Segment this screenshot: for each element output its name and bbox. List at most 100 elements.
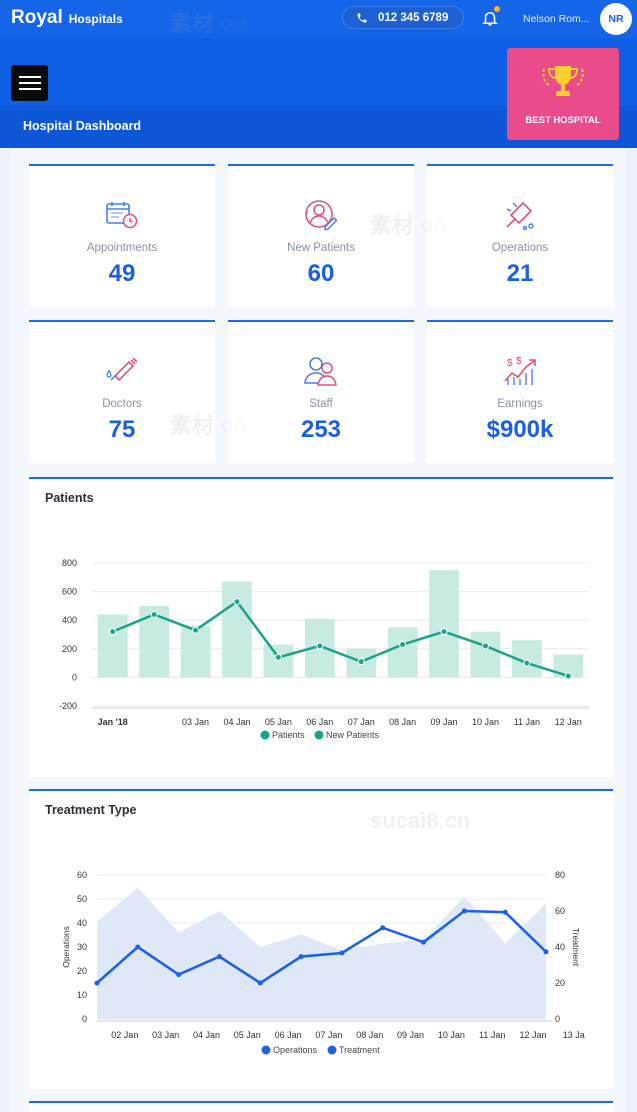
legend-marker-new-patients (314, 730, 324, 740)
brand-logo[interactable]: Royal Hospitals (11, 7, 123, 29)
menu-line-icon (18, 88, 41, 90)
bar-patients (429, 570, 459, 678)
stat-label: New Patients (287, 242, 355, 254)
user-name[interactable]: Nelson Rom... (523, 13, 590, 25)
point-operations (176, 972, 182, 978)
svg-text:$: $ (507, 358, 513, 369)
x-tick-label: 09 Jan (431, 717, 458, 727)
phone-icon (357, 13, 367, 22)
point-operations (421, 939, 427, 945)
menu-line-icon (18, 82, 41, 84)
y-tick-label: -200 (59, 701, 77, 711)
syringe-icon (106, 357, 138, 382)
stat-card-earnings[interactable]: $ $ Earnings $900k (427, 320, 613, 463)
best-hospital-badge[interactable]: BEST HOSPITAL (507, 48, 619, 140)
treatment-chart-card: Treatment Type 60 50 40 30 20 10 0 80 60 40 20 0 Ope… (29, 789, 613, 1089)
y-left-tick-label: 20 (77, 966, 87, 976)
point-new-patients (440, 628, 448, 636)
best-hospital-label: BEST HOSPITAL (525, 115, 601, 126)
y-tick-label: 800 (62, 558, 77, 568)
trophy-icon (542, 66, 584, 96)
point-operations (298, 954, 304, 960)
bar-patients (263, 644, 294, 678)
y-left-tick-label: 10 (77, 990, 87, 1000)
point-operations (135, 944, 141, 950)
x-tick-label: Jan '18 (98, 717, 128, 727)
y-right-axis-title: Treatment (571, 928, 581, 967)
x-tick-label: 08 Jan (356, 1030, 383, 1040)
x-tick-label: 05 Jan (234, 1030, 261, 1040)
stat-value: 75 (108, 416, 136, 443)
legend-marker-patients (260, 730, 270, 740)
y-left-tick-label: 40 (77, 918, 87, 928)
bar-patients (180, 625, 211, 678)
x-tick-label: 09 Jan (397, 1030, 424, 1040)
y-right-tick-label: 60 (555, 906, 565, 916)
legend-label-new-patients: New Patients (326, 730, 380, 740)
x-tick-label: 05 Jan (265, 717, 292, 727)
x-tick-label: 04 Jan (223, 717, 250, 727)
point-operations (461, 908, 467, 914)
y-left-tick-label: 30 (77, 942, 87, 952)
point-operations (94, 980, 100, 986)
y-right-tick-label: 80 (555, 870, 565, 880)
stat-label: Appointments (86, 242, 158, 254)
point-new-patients (357, 658, 365, 666)
notification-dot (494, 6, 500, 12)
stat-label: Earnings (497, 398, 543, 410)
brand-name: Royal (11, 7, 63, 28)
stat-value: $900k (486, 416, 554, 443)
stat-card-new-patients[interactable]: New Patients 60 (228, 164, 414, 307)
point-new-patients (481, 642, 489, 650)
stat-card-operations[interactable]: Operations 21 (427, 164, 613, 307)
bar-patients (387, 627, 418, 678)
point-new-patients (316, 642, 324, 650)
y-tick-label: 400 (62, 615, 77, 625)
point-new-patients (192, 626, 200, 634)
bell-icon[interactable] (481, 8, 499, 28)
phone-button[interactable]: 012 345 6789 (342, 6, 464, 29)
phone-number: 012 345 6789 (378, 11, 449, 24)
line-new-patients (112, 599, 569, 678)
bar-patients (470, 631, 501, 678)
stat-card-appointments[interactable]: Appointments 49 (29, 164, 215, 307)
x-tick-label: 12 Jan (519, 1030, 546, 1040)
point-operations (339, 950, 345, 956)
x-tick-label: 10 Jan (438, 1030, 465, 1040)
x-tick-label: 03 Jan (152, 1030, 179, 1040)
point-new-patients (150, 610, 158, 618)
stat-value: 253 (300, 416, 342, 443)
stat-card-staff[interactable]: Staff 253 (228, 320, 414, 463)
point-new-patients (233, 598, 241, 606)
x-tick-label: 02 Jan (111, 1030, 138, 1040)
patients-chart-card: Patients 800 600 400 200 0 -200 Jan '18 03 Jan 0… (29, 477, 613, 777)
staff-group-icon (304, 357, 337, 386)
y-tick-label: 200 (62, 644, 77, 654)
point-operations (380, 925, 386, 931)
hamburger-menu-button[interactable] (11, 65, 48, 101)
area-treatment (97, 887, 546, 1019)
stat-card-doctors[interactable]: Doctors 75 (29, 320, 215, 463)
x-tick-label: 11 Jan (514, 717, 540, 727)
menu-line-icon (18, 76, 41, 78)
calendar-clock-icon (106, 202, 138, 229)
stat-label: Operations (491, 242, 549, 254)
patient-edit-icon (305, 200, 338, 231)
x-tick-label: 11 Jan (479, 1030, 505, 1040)
stat-value: 21 (506, 260, 534, 287)
x-tick-label: 10 Jan (472, 717, 499, 727)
point-new-patients (274, 653, 282, 661)
y-tick-label: 600 (62, 587, 77, 597)
avatar[interactable]: NR (600, 3, 632, 35)
x-tick-label: 07 Jan (315, 1030, 342, 1040)
x-tick-label: 04 Jan (193, 1030, 220, 1040)
x-tick-label: 08 Jan (389, 717, 416, 727)
next-card (29, 1101, 613, 1112)
x-tick-label: 03 Jan (182, 717, 209, 727)
bar-patients (553, 654, 584, 678)
x-tick-label: 13 Ja (563, 1030, 585, 1040)
y-right-tick-label: 0 (555, 1014, 560, 1024)
point-operations (257, 980, 263, 986)
y-tick-label: 0 (72, 672, 77, 682)
